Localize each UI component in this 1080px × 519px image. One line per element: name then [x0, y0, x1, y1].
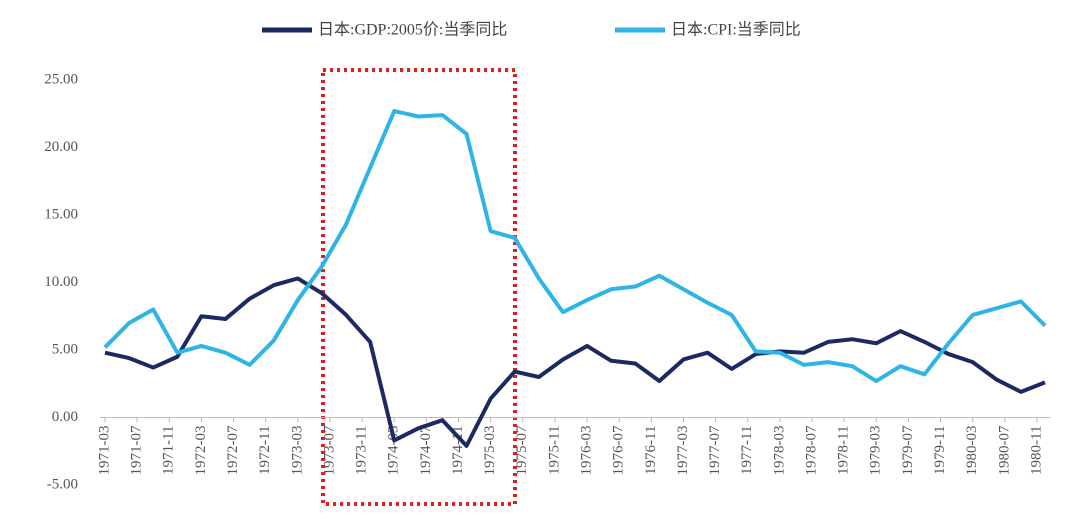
- x-tick-label: 1978-07: [803, 425, 819, 475]
- x-tick-label: 1980-03: [964, 426, 980, 476]
- x-tick-label: 1974-07: [418, 425, 434, 475]
- y-tick-label: 10.00: [44, 274, 78, 290]
- x-tick-label: 1977-11: [739, 426, 755, 475]
- x-tick-label: 1978-11: [836, 426, 852, 475]
- x-tick-label: 1973-11: [354, 426, 370, 475]
- x-tick-label: 1979-07: [900, 425, 916, 475]
- x-tick-label: 1976-11: [643, 426, 659, 475]
- x-tick-label: 1972-07: [225, 425, 241, 475]
- x-tick-label: 1973-07: [321, 425, 337, 475]
- series-line: [103, 109, 1047, 384]
- x-tick-label: 1971-03: [96, 426, 112, 476]
- x-tick-label: 1975-07: [514, 425, 530, 475]
- x-tick-label: 1971-11: [161, 426, 177, 475]
- x-tick-label: 1976-03: [578, 426, 594, 476]
- x-tick-label: 1979-03: [868, 426, 884, 476]
- x-tick-label: 1980-07: [996, 425, 1012, 475]
- y-tick-label: 25.00: [44, 71, 78, 87]
- x-tick-label: 1977-03: [675, 426, 691, 476]
- y-tick-label: 5.00: [52, 341, 78, 357]
- x-tick-label: 1971-07: [129, 425, 145, 475]
- series-line: [104, 276, 1046, 448]
- y-tick-label: 20.00: [44, 139, 78, 155]
- x-tick-label: 1979-11: [932, 426, 948, 475]
- legend-label: 日本:CPI:当季同比: [671, 21, 801, 39]
- y-tick-label: -5.00: [47, 476, 78, 492]
- legend-label: 日本:GDP:2005价:当季同比: [318, 21, 507, 39]
- x-tick-label: 1972-11: [257, 426, 273, 475]
- x-tick-label: 1975-03: [482, 426, 498, 476]
- x-tick-label: 1972-03: [193, 426, 209, 476]
- x-tick-label: 1980-11: [1028, 426, 1044, 475]
- y-tick-label: 15.00: [44, 206, 78, 222]
- x-tick-label: 1978-03: [771, 426, 787, 476]
- x-tick-label: 1975-11: [546, 426, 562, 475]
- x-tick-label: 1976-07: [611, 425, 627, 475]
- y-tick-label: 0.00: [52, 409, 78, 425]
- x-tick-label: 1974-11: [450, 426, 466, 475]
- highlight-box: [321, 68, 517, 506]
- x-tick-label: 1977-07: [707, 425, 723, 475]
- x-tick-label: 1973-03: [289, 426, 305, 476]
